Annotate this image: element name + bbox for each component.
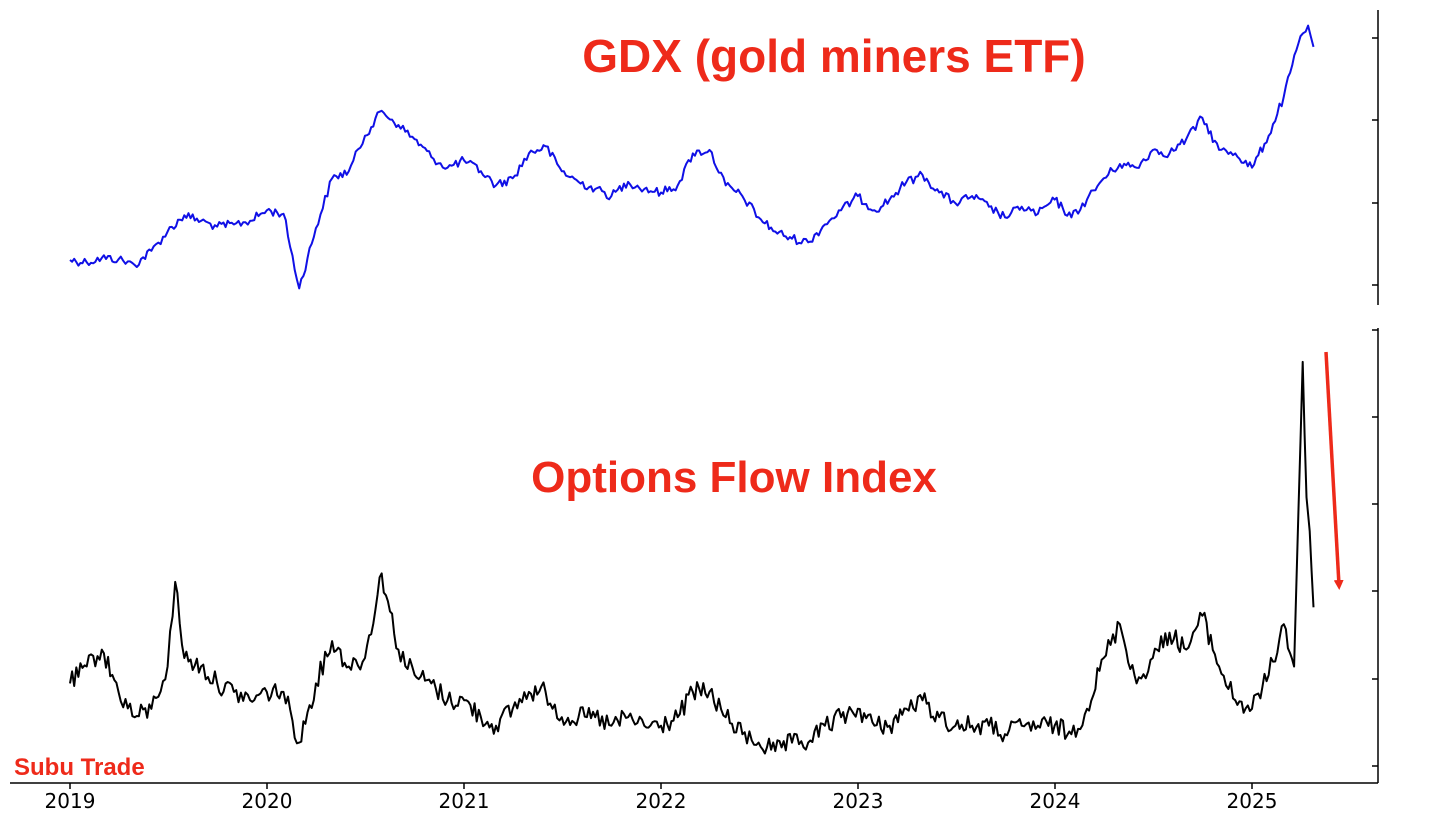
watermark-text: Subu Trade: [14, 754, 145, 781]
gdx-y-ticks: [1372, 37, 1378, 286]
x-axis-ticks: 2019 2020 2021 2022 2023 2024 2025: [45, 783, 1278, 813]
x-tick-label-2025: 2025: [1227, 789, 1278, 813]
x-tick-label-2021: 2021: [439, 789, 490, 813]
gdx-series-line: [69, 24, 1315, 290]
down-arrow: [1324, 351, 1344, 590]
gdx-title: GDX (gold miners ETF): [582, 30, 1085, 82]
ofi-title: Options Flow Index: [531, 453, 937, 502]
x-tick-label-2019: 2019: [45, 789, 96, 813]
gdx-panel: GDX (gold miners ETF): [69, 10, 1379, 305]
options-flow-panel: 2019 2020 2021 2022 2023 2024 2025 Options Flo…: [10, 328, 1379, 813]
x-tick-label-2020: 2020: [242, 789, 293, 813]
x-tick-label-2022: 2022: [636, 789, 687, 813]
ofi-series-line: [69, 360, 1315, 755]
x-tick-label-2023: 2023: [833, 789, 884, 813]
x-tick-label-2024: 2024: [1030, 789, 1081, 813]
ofi-y-ticks: [1372, 329, 1378, 767]
